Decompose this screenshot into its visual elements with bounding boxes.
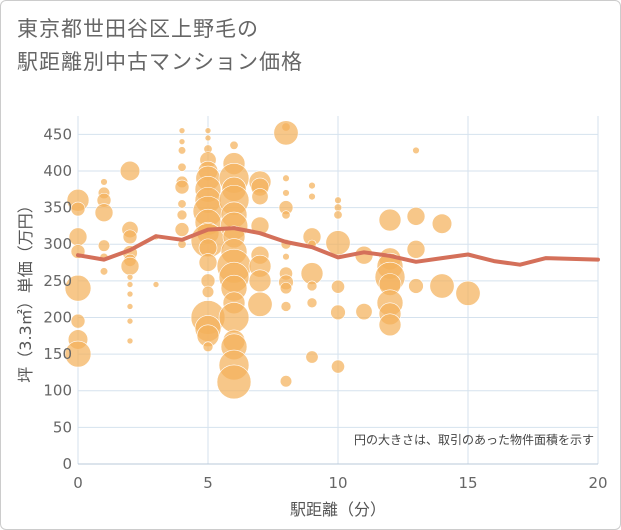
data-bubble — [331, 279, 345, 294]
data-bubble — [305, 350, 319, 364]
data-bubble — [406, 240, 426, 259]
data-bubble — [378, 313, 402, 337]
data-bubble — [201, 285, 215, 298]
data-bubble — [330, 304, 346, 321]
data-bubble — [412, 146, 420, 155]
size-note: 円の大きさは、取引のあった物件面積を示す — [354, 432, 594, 447]
data-bubble — [126, 337, 134, 345]
data-bubble — [70, 201, 86, 217]
data-bubble — [174, 222, 190, 237]
chart-title-line2: 駅距離別中古マンション価格 — [17, 50, 303, 74]
data-bubble — [378, 208, 402, 232]
y-tick-label: 100 — [43, 382, 72, 400]
y-tick-label: 150 — [43, 345, 72, 363]
data-bubble — [126, 317, 134, 325]
data-bubble — [99, 267, 109, 276]
y-tick-label: 450 — [43, 125, 72, 143]
data-bubble — [408, 278, 424, 294]
x-tick-label: 0 — [73, 474, 83, 492]
trend-layer — [76, 226, 600, 267]
data-bubble — [126, 290, 134, 298]
data-bubble — [97, 239, 111, 252]
data-bubble — [176, 209, 188, 221]
data-bubble — [331, 359, 345, 374]
data-bubble — [282, 189, 290, 197]
y-tick-label: 350 — [43, 199, 72, 217]
data-bubble — [279, 282, 293, 295]
data-bubble — [119, 160, 141, 182]
data-bubble — [100, 178, 108, 186]
data-bubble — [218, 302, 250, 333]
data-bubble — [429, 273, 455, 299]
y-axis-title: 坪（3.3㎡）単価（万円） — [16, 197, 35, 382]
data-bubble — [308, 192, 316, 201]
data-bubble — [122, 229, 138, 245]
data-bubble — [204, 134, 212, 142]
data-bubble — [126, 273, 134, 281]
data-bubble — [204, 127, 212, 134]
y-tick-label: 50 — [53, 418, 72, 436]
data-bubble — [152, 281, 160, 288]
data-bubble — [282, 252, 290, 261]
data-bubble — [126, 281, 134, 288]
data-bubble — [94, 203, 114, 223]
data-bubble — [174, 179, 190, 195]
data-bubble — [177, 162, 187, 172]
data-bubble — [248, 269, 272, 293]
x-tick-label: 15 — [458, 474, 477, 492]
trend-line — [76, 226, 600, 267]
data-bubble — [308, 181, 316, 190]
y-tick-label: 200 — [43, 308, 72, 326]
data-bubble — [64, 340, 92, 368]
data-bubble — [178, 127, 186, 134]
data-bubble — [177, 199, 187, 209]
y-tick-label: 400 — [43, 162, 72, 180]
data-bubble — [306, 297, 318, 309]
data-bubble — [431, 213, 453, 234]
data-bubble — [251, 188, 269, 206]
data-bubble — [202, 341, 214, 353]
x-tick-labels: 0 5 10 15 20 — [73, 474, 607, 492]
data-bubble — [333, 210, 343, 220]
data-bubble — [306, 280, 318, 292]
y-tick-label: 300 — [43, 235, 72, 253]
data-bubble — [455, 280, 481, 306]
bubble-layer — [64, 120, 481, 400]
chart-title: 東京都世田谷区上野毛の 駅距離別中古マンション価格 — [17, 13, 303, 79]
data-bubble — [273, 120, 299, 146]
data-bubble — [325, 230, 351, 256]
data-bubble — [120, 256, 140, 276]
x-tick-label: 20 — [588, 474, 607, 492]
data-bubble — [406, 207, 426, 226]
x-tick-label: 10 — [328, 474, 347, 492]
data-bubble — [355, 303, 373, 321]
data-bubble — [177, 146, 187, 155]
data-bubble — [247, 291, 273, 317]
data-bubble — [334, 196, 342, 204]
data-bubble — [229, 140, 239, 150]
y-tick-label: 250 — [43, 272, 72, 290]
data-bubble — [198, 253, 218, 272]
data-bubble — [178, 138, 186, 145]
chart-title-line1: 東京都世田谷区上野毛の — [17, 17, 259, 41]
data-bubble — [333, 203, 343, 212]
data-bubble — [70, 313, 86, 329]
x-axis-title: 駅距離（分） — [290, 500, 386, 519]
data-bubble — [126, 303, 134, 310]
data-bubble — [279, 375, 293, 388]
y-tick-labels: 0 50 100 150 200 250 300 350 400 450 — [43, 125, 72, 473]
data-bubble — [281, 210, 291, 220]
data-bubble — [64, 274, 92, 302]
data-bubble — [216, 364, 252, 400]
data-bubble — [280, 301, 292, 312]
x-tick-label: 5 — [203, 474, 213, 492]
y-tick-label: 0 — [62, 455, 72, 473]
data-bubble — [282, 174, 290, 182]
